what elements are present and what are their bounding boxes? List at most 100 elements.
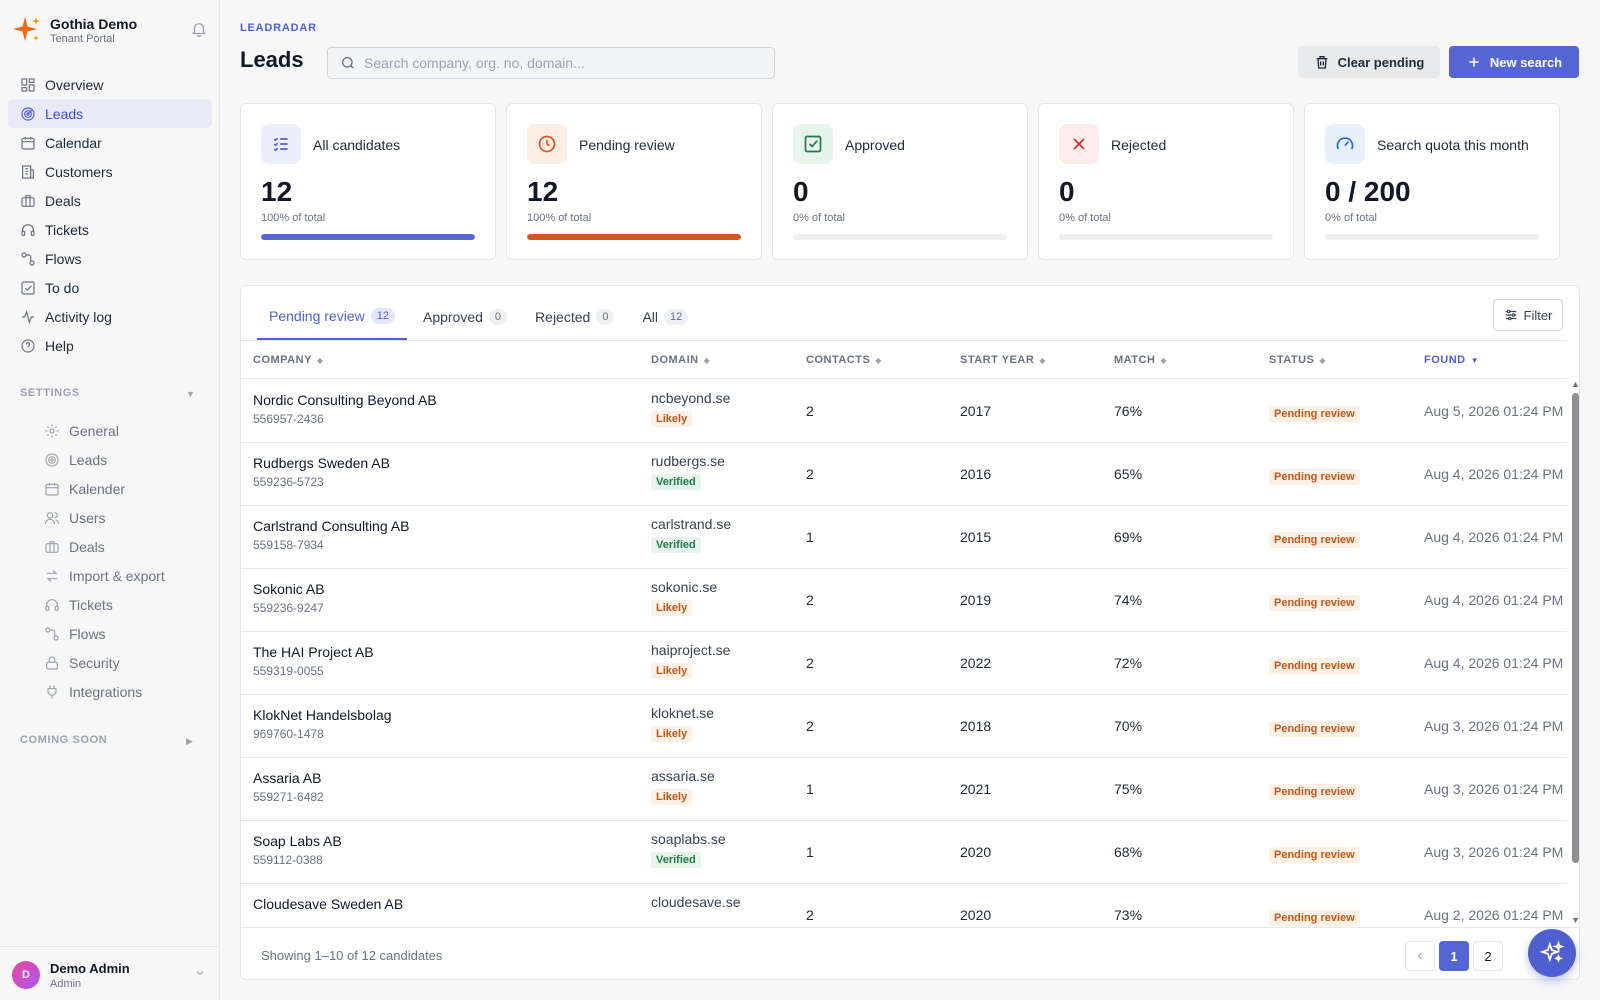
- nav-item-leads[interactable]: Leads: [8, 99, 212, 128]
- activity-icon: [22, 309, 34, 324]
- scrollbar-thumb[interactable]: [1572, 393, 1579, 863]
- stat-progress-fill: [527, 234, 741, 240]
- table-row[interactable]: Nordic Consulting Beyond AB 556957-2436 …: [241, 379, 1567, 443]
- column-header-contacts[interactable]: CONTACTS ◆: [806, 354, 882, 366]
- nav-item-activity-log[interactable]: Activity log: [8, 302, 212, 331]
- settings-heading[interactable]: SETTINGS: [20, 387, 80, 399]
- status-badge: Pending review: [1269, 532, 1360, 548]
- bell-icon[interactable]: [190, 20, 208, 38]
- headset-icon: [21, 223, 35, 236]
- column-label: FOUND: [1424, 354, 1466, 366]
- nav-label: To do: [45, 279, 80, 296]
- domain-text: carlstrand.se: [651, 516, 732, 532]
- nav-item-tickets[interactable]: Tickets: [8, 215, 212, 244]
- nav-item-help[interactable]: Help: [8, 331, 212, 360]
- cell-contacts: 1: [806, 781, 814, 797]
- stat-card-search-quota[interactable]: Search quota this month 0 / 200 0% of to…: [1304, 103, 1560, 260]
- cell-contacts: 2: [806, 466, 814, 482]
- nav-item-calendar[interactable]: Calendar: [8, 128, 212, 157]
- nav-label: Overview: [45, 76, 104, 93]
- domain-text: assaria.se: [651, 768, 715, 784]
- tab-rejected[interactable]: Rejected 0: [523, 286, 626, 340]
- user-menu[interactable]: D Demo Admin Admin: [0, 946, 220, 1000]
- table-row[interactable]: Cloudesave Sweden AB cloudesave.se 2 202…: [241, 883, 1567, 927]
- brand[interactable]: Gothia Demo Tenant Portal: [10, 12, 210, 48]
- table-row[interactable]: Carlstrand Consulting AB 559158-7934 car…: [241, 505, 1567, 569]
- settings-item-integrations[interactable]: Integrations: [32, 677, 212, 706]
- table-row[interactable]: The HAI Project AB 559319-0055 haiprojec…: [241, 631, 1567, 695]
- chevron-right-icon[interactable]: ▶: [186, 736, 193, 746]
- search-input[interactable]: [364, 55, 764, 71]
- page-button-1[interactable]: 1: [1439, 941, 1469, 971]
- filter-button[interactable]: Filter: [1493, 299, 1563, 331]
- stat-card-all-candidates[interactable]: All candidates 12 100% of total: [240, 103, 496, 260]
- stat-progress-fill: [261, 234, 475, 240]
- scrollbar[interactable]: ▲ ▼: [1569, 379, 1580, 927]
- column-header-domain[interactable]: DOMAIN ◆: [651, 354, 710, 366]
- settings-item-general[interactable]: General: [32, 416, 212, 445]
- stat-card-rejected[interactable]: Rejected 0 0% of total: [1038, 103, 1294, 260]
- cell-company: The HAI Project AB 559319-0055: [253, 644, 374, 678]
- settings-label: Tickets: [69, 596, 113, 613]
- tab-all[interactable]: All 12: [630, 286, 700, 340]
- sort-icon: ◆: [1319, 355, 1327, 365]
- column-header-found[interactable]: FOUND ▼: [1424, 354, 1479, 366]
- stat-subtitle: 100% of total: [527, 212, 592, 224]
- stat-card-pending-review[interactable]: Pending review 12 100% of total: [506, 103, 762, 260]
- prev-page-button[interactable]: [1405, 941, 1435, 971]
- nav-item-customers[interactable]: Customers: [8, 157, 212, 186]
- settings-item-leads[interactable]: Leads: [32, 445, 212, 474]
- domain-text: ncbeyond.se: [651, 390, 731, 406]
- status-badge: Pending review: [1269, 784, 1360, 800]
- settings-item-security[interactable]: Security: [32, 648, 212, 677]
- coming-soon-heading[interactable]: COMING SOON: [20, 734, 108, 746]
- check-square-icon: [804, 135, 822, 153]
- new-search-label: New search: [1489, 54, 1563, 70]
- search-box[interactable]: [327, 47, 775, 79]
- nav-label: Calendar: [45, 134, 102, 151]
- settings-label: Kalender: [69, 480, 126, 497]
- settings-item-kalender[interactable]: Kalender: [32, 474, 212, 503]
- cell-match: 70%: [1114, 718, 1143, 734]
- table-row[interactable]: KlokNet Handelsbolag 969760-1478 kloknet…: [241, 694, 1567, 758]
- cell-contacts: 1: [806, 844, 814, 860]
- scroll-down-icon[interactable]: ▼: [1571, 915, 1580, 925]
- nav-label: Tickets: [45, 221, 89, 238]
- scroll-up-icon[interactable]: ▲: [1571, 379, 1580, 389]
- users-icon: [44, 511, 60, 524]
- settings-item-tickets[interactable]: Tickets: [32, 590, 212, 619]
- ai-assistant-button[interactable]: [1528, 929, 1576, 977]
- new-search-button[interactable]: New search: [1449, 46, 1579, 78]
- table-row[interactable]: Soap Labs AB 559112-0388 soaplabs.se Ver…: [241, 820, 1567, 884]
- cell-domain: ncbeyond.se Likely: [651, 390, 730, 427]
- cell-company: KlokNet Handelsbolag 969760-1478: [253, 707, 392, 741]
- column-header-status[interactable]: STATUS ◆: [1269, 354, 1326, 366]
- domain-text: sokonic.se: [651, 579, 718, 595]
- column-header-company[interactable]: COMPANY ◆: [253, 354, 324, 366]
- table-row[interactable]: Assaria AB 559271-6482 assaria.se Likely…: [241, 757, 1567, 821]
- nav-item-overview[interactable]: Overview: [8, 70, 212, 99]
- table-row[interactable]: Sokonic AB 559236-9247 sokonic.se Likely…: [241, 568, 1567, 632]
- page-button-2[interactable]: 2: [1473, 941, 1503, 971]
- chevron-down-icon[interactable]: ▼: [186, 389, 195, 399]
- clear-pending-button[interactable]: Clear pending: [1298, 46, 1440, 78]
- nav-item-deals[interactable]: Deals: [8, 186, 212, 215]
- card-icon-box: [527, 124, 567, 164]
- column-header-match[interactable]: MATCH ◆: [1114, 354, 1167, 366]
- settings-label: Deals: [69, 538, 105, 555]
- breadcrumb[interactable]: LEADRADAR: [240, 22, 317, 34]
- nav-item-flows[interactable]: Flows: [8, 244, 212, 273]
- settings-item-flows[interactable]: Flows: [32, 619, 212, 648]
- settings-item-users[interactable]: Users: [32, 503, 212, 532]
- nav-item-todo[interactable]: To do: [8, 273, 212, 302]
- stat-card-approved[interactable]: Approved 0 0% of total: [772, 103, 1028, 260]
- plus-icon: [1469, 57, 1479, 67]
- settings-item-deals[interactable]: Deals: [32, 532, 212, 561]
- column-header-start-year[interactable]: START YEAR ◆: [960, 354, 1046, 366]
- tab-approved[interactable]: Approved 0: [411, 286, 519, 340]
- table-row[interactable]: Rudbergs Sweden AB 559236-5723 rudbergs.…: [241, 442, 1567, 506]
- main-nav: Overview Leads Calendar Customers Deals …: [8, 70, 212, 360]
- tab-pending-review[interactable]: Pending review 12: [257, 286, 407, 340]
- settings-item-import-export[interactable]: Import & export: [32, 561, 212, 590]
- cell-contacts: 2: [806, 907, 814, 923]
